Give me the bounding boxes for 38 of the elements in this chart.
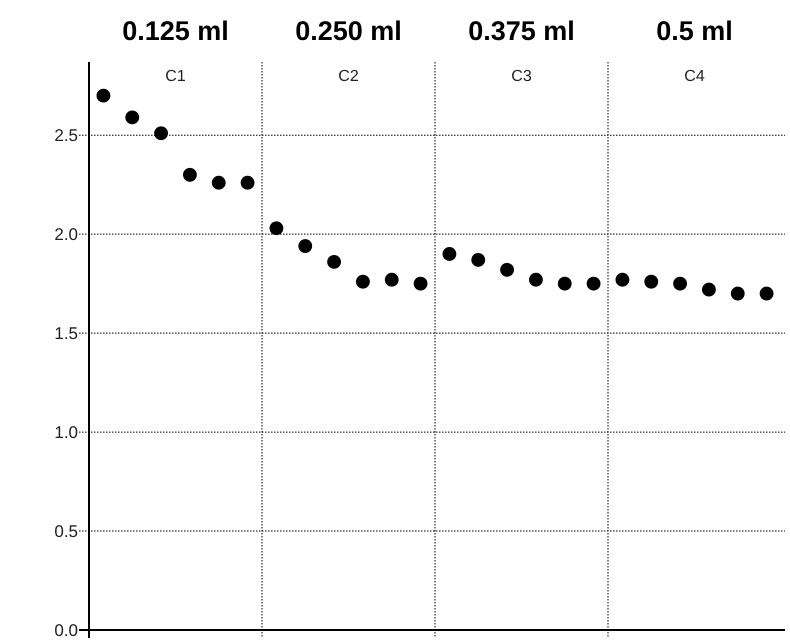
y-tick-label: 0.5 bbox=[54, 522, 78, 541]
y-tick-label: 2.5 bbox=[54, 126, 78, 146]
point bbox=[529, 272, 543, 287]
y-tick-label: 0.0 bbox=[54, 620, 78, 640]
point bbox=[356, 274, 370, 289]
point bbox=[154, 126, 168, 140]
point bbox=[240, 176, 254, 190]
point bbox=[586, 276, 600, 291]
point bbox=[298, 239, 312, 253]
y-tick-label: 1.0 bbox=[54, 423, 78, 442]
point bbox=[125, 110, 140, 124]
point bbox=[673, 276, 687, 291]
point bbox=[96, 88, 110, 103]
annotation: C4 bbox=[684, 68, 705, 85]
point bbox=[270, 221, 284, 236]
text: 0.5 ml bbox=[656, 16, 733, 46]
point bbox=[616, 272, 630, 287]
point bbox=[760, 286, 774, 300]
point bbox=[384, 272, 399, 287]
point bbox=[558, 276, 572, 291]
point bbox=[414, 276, 428, 291]
point bbox=[327, 254, 341, 269]
point bbox=[730, 286, 745, 300]
annotation: C1 bbox=[165, 68, 186, 85]
text: 0.250 ml bbox=[295, 16, 402, 46]
point bbox=[500, 262, 514, 277]
point bbox=[183, 168, 197, 182]
point bbox=[442, 247, 456, 261]
text: 0.125 ml bbox=[122, 16, 229, 46]
text: 0.375 ml bbox=[468, 16, 575, 46]
annotation: C2 bbox=[338, 68, 359, 85]
point bbox=[212, 176, 226, 190]
y-tick-label: 2.0 bbox=[54, 225, 78, 244]
point bbox=[702, 282, 716, 296]
annotation: C3 bbox=[511, 68, 532, 85]
y-tick-label: 1.5 bbox=[54, 324, 78, 344]
point bbox=[471, 253, 486, 267]
point bbox=[644, 274, 658, 289]
